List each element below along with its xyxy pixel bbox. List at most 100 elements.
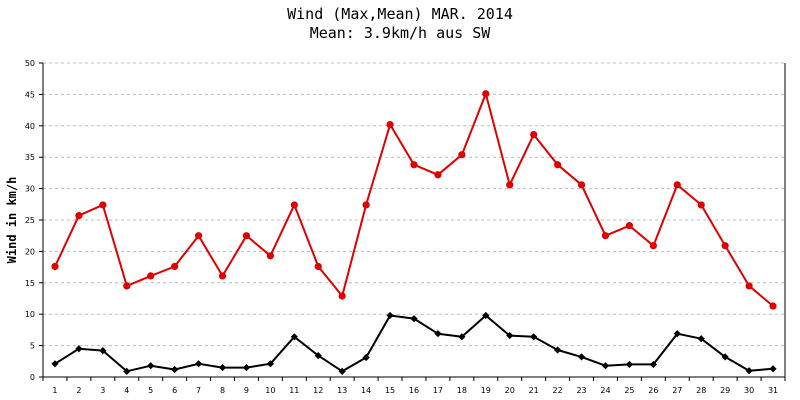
series-line-0 bbox=[54, 92, 774, 307]
data-point bbox=[697, 201, 705, 209]
y-tick-label: 25 bbox=[25, 216, 35, 225]
x-tick-label: 3 bbox=[100, 386, 105, 395]
y-tick-label: 35 bbox=[25, 153, 35, 162]
data-point bbox=[434, 330, 442, 338]
data-point bbox=[314, 262, 322, 271]
data-point bbox=[410, 161, 418, 169]
data-point bbox=[649, 242, 657, 250]
data-point bbox=[194, 232, 203, 240]
y-tick-label: 20 bbox=[25, 247, 35, 256]
x-tick-label: 31 bbox=[768, 386, 778, 395]
data-point bbox=[386, 120, 394, 129]
data-point bbox=[482, 90, 490, 98]
y-tick-label: 0 bbox=[30, 373, 35, 382]
x-tick-label: 5 bbox=[148, 386, 153, 395]
y-tick-label: 50 bbox=[25, 59, 35, 68]
y-tick-label: 10 bbox=[25, 310, 35, 319]
chart-title: Wind (Max,Mean) MAR. 2014 bbox=[287, 5, 513, 23]
data-point bbox=[434, 171, 442, 179]
data-point bbox=[554, 161, 562, 169]
x-tick-label: 25 bbox=[624, 386, 634, 395]
data-point bbox=[554, 346, 562, 354]
chart-subtitle: Mean: 3.9km/h aus SW bbox=[310, 24, 492, 42]
x-tick-label: 2 bbox=[76, 386, 81, 395]
data-point bbox=[577, 353, 586, 361]
data-point bbox=[625, 222, 634, 230]
data-point bbox=[266, 252, 274, 260]
x-tick-label: 24 bbox=[600, 386, 610, 395]
data-point bbox=[75, 212, 83, 220]
x-tick-label: 8 bbox=[220, 386, 225, 395]
data-point bbox=[482, 311, 490, 320]
x-tick-label: 9 bbox=[244, 386, 249, 395]
data-point bbox=[601, 232, 610, 240]
data-point bbox=[506, 331, 514, 340]
data-point bbox=[123, 282, 131, 290]
x-tick-label: 20 bbox=[505, 386, 515, 395]
data-point bbox=[530, 130, 538, 139]
x-tick-label: 18 bbox=[457, 386, 467, 395]
data-point bbox=[673, 330, 681, 338]
x-tick-label: 27 bbox=[672, 386, 682, 395]
data-point bbox=[147, 362, 155, 370]
x-tick-label: 15 bbox=[385, 386, 395, 395]
x-tick-label: 1 bbox=[52, 386, 57, 395]
x-tick-label: 6 bbox=[172, 386, 177, 395]
y-tick-label: 40 bbox=[25, 122, 35, 131]
data-point bbox=[218, 363, 227, 372]
x-tick-label: 12 bbox=[313, 386, 323, 395]
x-tick-label: 7 bbox=[196, 386, 201, 395]
y-tick-label: 30 bbox=[25, 185, 35, 194]
x-tick-label: 16 bbox=[409, 386, 419, 395]
data-point bbox=[362, 201, 370, 209]
data-point bbox=[506, 181, 514, 189]
data-point bbox=[601, 362, 610, 370]
data-point bbox=[99, 201, 107, 209]
data-point bbox=[290, 333, 298, 341]
series-layer bbox=[51, 90, 777, 375]
data-point bbox=[242, 232, 251, 240]
data-point bbox=[721, 242, 729, 250]
grid-layer bbox=[43, 62, 785, 347]
x-tick-label: 28 bbox=[696, 386, 706, 395]
x-tick-label: 4 bbox=[124, 386, 129, 395]
data-point bbox=[458, 151, 466, 159]
data-point bbox=[721, 353, 729, 361]
data-point bbox=[147, 272, 155, 280]
y-tick-label: 5 bbox=[30, 342, 35, 351]
y-tick-label: 45 bbox=[25, 90, 35, 99]
x-tick-label: 26 bbox=[648, 386, 658, 395]
x-tick-label: 17 bbox=[433, 386, 443, 395]
data-point bbox=[386, 311, 394, 320]
data-point bbox=[577, 181, 586, 189]
data-point bbox=[697, 335, 705, 343]
data-point bbox=[338, 367, 346, 375]
data-point bbox=[123, 367, 131, 375]
x-tick-label: 13 bbox=[337, 386, 347, 395]
data-point bbox=[458, 333, 466, 341]
data-point bbox=[290, 201, 298, 209]
data-point bbox=[410, 314, 418, 323]
x-tick-label: 14 bbox=[361, 386, 371, 395]
y-tick-label: 15 bbox=[25, 279, 35, 288]
data-point bbox=[171, 262, 179, 271]
data-point bbox=[769, 302, 777, 310]
x-tick-label: 21 bbox=[529, 386, 539, 395]
series-line-1 bbox=[54, 314, 774, 373]
data-point bbox=[75, 345, 83, 353]
data-point bbox=[266, 360, 274, 368]
data-point bbox=[649, 360, 657, 369]
data-point bbox=[745, 367, 753, 375]
data-point bbox=[242, 363, 251, 372]
x-tick-label: 29 bbox=[720, 386, 730, 395]
data-point bbox=[745, 282, 753, 290]
x-tick-label: 19 bbox=[481, 386, 491, 395]
data-point bbox=[194, 360, 203, 368]
data-point bbox=[530, 333, 538, 341]
x-tick-label: 22 bbox=[553, 386, 563, 395]
data-point bbox=[625, 360, 634, 369]
data-point bbox=[769, 365, 777, 373]
